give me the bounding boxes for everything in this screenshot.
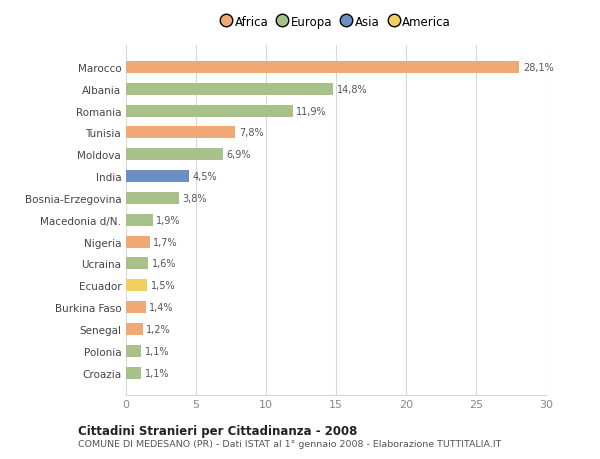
- Text: 1,9%: 1,9%: [156, 215, 181, 225]
- Bar: [126, 367, 142, 379]
- Text: 1,1%: 1,1%: [145, 368, 169, 378]
- Bar: [126, 171, 189, 183]
- Text: 7,8%: 7,8%: [239, 128, 263, 138]
- Text: 1,5%: 1,5%: [151, 281, 175, 291]
- Bar: [126, 236, 150, 248]
- Text: 1,7%: 1,7%: [154, 237, 178, 247]
- Text: 3,8%: 3,8%: [182, 194, 207, 203]
- Bar: [126, 345, 142, 357]
- Bar: [126, 280, 147, 292]
- Text: COMUNE DI MEDESANO (PR) - Dati ISTAT al 1° gennaio 2008 - Elaborazione TUTTITALI: COMUNE DI MEDESANO (PR) - Dati ISTAT al …: [78, 439, 502, 448]
- Text: 1,2%: 1,2%: [146, 325, 171, 334]
- Bar: [126, 258, 148, 270]
- Text: 1,1%: 1,1%: [145, 346, 169, 356]
- Bar: [126, 323, 143, 335]
- Bar: [126, 106, 293, 118]
- Text: 14,8%: 14,8%: [337, 84, 367, 95]
- Text: 4,5%: 4,5%: [193, 172, 217, 182]
- Legend: Africa, Europa, Asia, America: Africa, Europa, Asia, America: [219, 13, 453, 31]
- Bar: [126, 149, 223, 161]
- Text: Cittadini Stranieri per Cittadinanza - 2008: Cittadini Stranieri per Cittadinanza - 2…: [78, 424, 358, 437]
- Text: 1,6%: 1,6%: [152, 259, 176, 269]
- Text: 6,9%: 6,9%: [226, 150, 251, 160]
- Bar: [126, 127, 235, 139]
- Text: 28,1%: 28,1%: [523, 63, 554, 73]
- Bar: [126, 214, 152, 226]
- Bar: [126, 302, 146, 313]
- Bar: [126, 62, 520, 74]
- Bar: [126, 84, 333, 95]
- Text: 11,9%: 11,9%: [296, 106, 327, 116]
- Text: 1,4%: 1,4%: [149, 302, 173, 313]
- Bar: [126, 192, 179, 205]
